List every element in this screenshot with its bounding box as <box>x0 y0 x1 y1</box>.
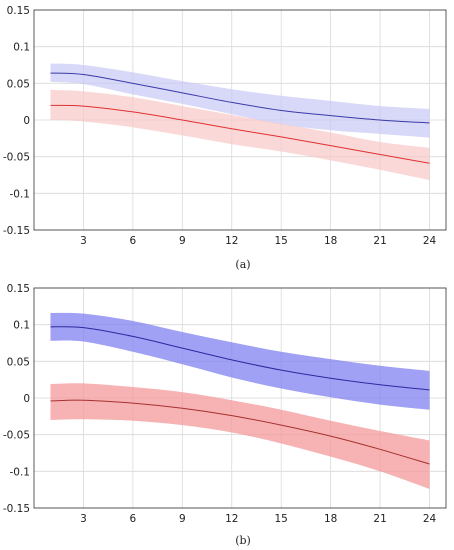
y-tick-label-5: -0.1 <box>10 466 31 478</box>
x-tick-label-12: 12 <box>225 235 238 247</box>
x-tick-label-21: 21 <box>373 513 386 525</box>
y-tick-label-4: -0.05 <box>3 152 30 164</box>
y-tick-label-2: 0.05 <box>7 356 30 368</box>
x-tick-label-15: 15 <box>275 513 288 525</box>
x-tick-label-24: 24 <box>423 235 437 247</box>
plot-frame <box>33 287 447 509</box>
y-tick-label-3: 0 <box>23 393 30 405</box>
x-tick-label-24: 24 <box>423 513 437 525</box>
panel-caption: (a) <box>235 258 250 271</box>
x-tick-label-3: 3 <box>80 513 87 525</box>
series-0-line <box>50 326 430 391</box>
y-tick-label-3: 0 <box>23 115 30 127</box>
y-tick-label-6: -0.15 <box>3 503 30 515</box>
y-tick-label-1: 0.1 <box>13 320 30 332</box>
y-tick-label-0: 0.15 <box>7 283 30 295</box>
x-tick-label-18: 18 <box>324 513 337 525</box>
x-tick-label-12: 12 <box>225 513 238 525</box>
series-1-confidence-band <box>50 383 430 489</box>
y-tick-label-1: 0.1 <box>13 42 30 54</box>
series-0-confidence-band <box>50 63 430 138</box>
y-tick-label-2: 0.05 <box>7 78 30 90</box>
chart-panel-1: 0.15 0.1 0.05 0 -0.05 -0.1 -0.15 3 6 9 12 15 18 21 24 (… <box>3 283 447 547</box>
x-tick-label-9: 9 <box>179 513 186 525</box>
series-1-confidence-band <box>50 89 430 181</box>
panel-caption: (b) <box>235 534 251 547</box>
series-1-line <box>50 399 430 465</box>
y-tick-label-6: -0.15 <box>3 225 30 237</box>
chart-panel-0: 0.15 0.1 0.05 0 -0.05 -0.1 -0.15 3 6 9 12 15 18 21 24 (… <box>3 5 447 271</box>
series-1-line <box>50 104 430 164</box>
series-0-line <box>50 72 430 124</box>
x-tick-label-3: 3 <box>80 235 87 247</box>
x-tick-label-15: 15 <box>275 235 288 247</box>
x-tick-label-21: 21 <box>373 235 386 247</box>
x-tick-label-6: 6 <box>130 235 137 247</box>
x-tick-label-6: 6 <box>130 513 137 525</box>
x-tick-label-9: 9 <box>179 235 186 247</box>
x-tick-label-18: 18 <box>324 235 337 247</box>
plot-frame <box>33 9 447 231</box>
y-tick-label-4: -0.05 <box>3 430 30 442</box>
y-tick-label-5: -0.1 <box>10 188 31 200</box>
y-tick-label-0: 0.15 <box>7 5 30 17</box>
